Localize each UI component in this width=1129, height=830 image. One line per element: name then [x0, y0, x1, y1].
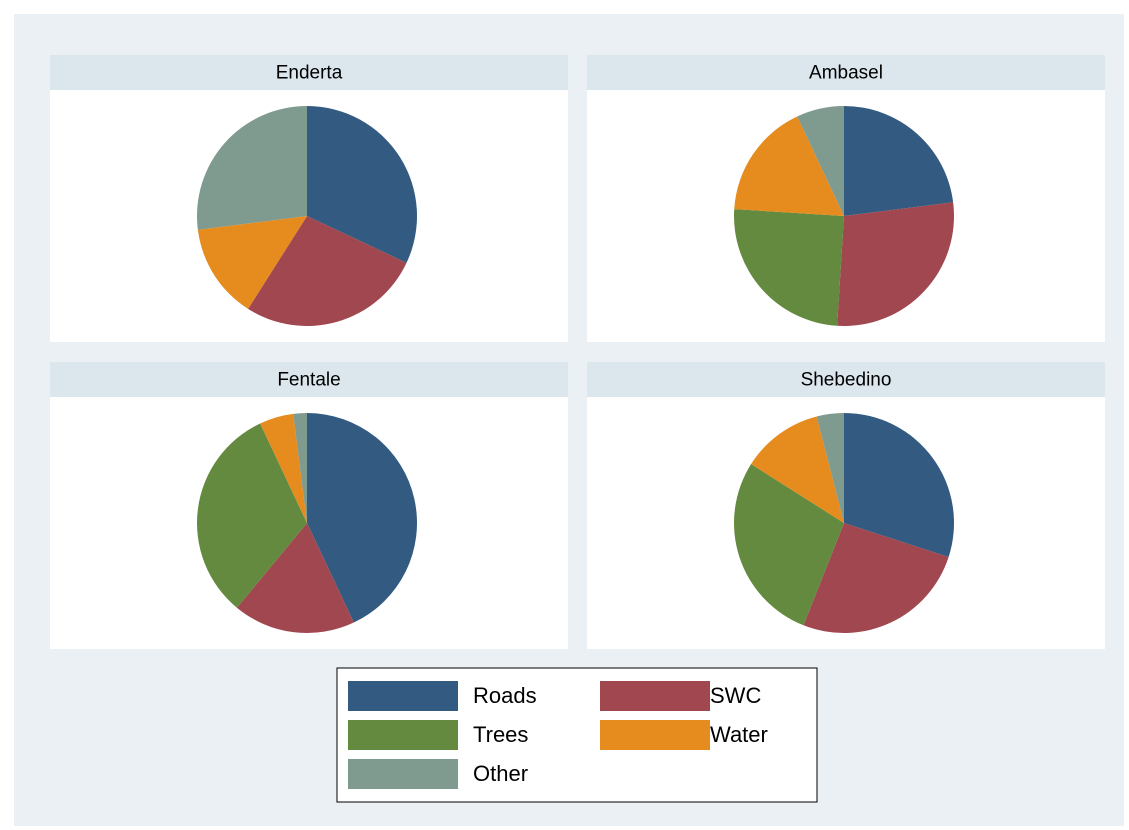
- panel-header: [587, 362, 1105, 397]
- panel-header: [587, 55, 1105, 90]
- pie-slice: [307, 106, 417, 263]
- pie-slice: [307, 413, 418, 623]
- pie-slice: [196, 423, 307, 608]
- pie-slice: [293, 413, 307, 523]
- pie-slice: [837, 202, 954, 326]
- legend-swatch: [348, 720, 458, 750]
- panel-title: Fentale: [277, 370, 340, 391]
- legend-swatch: [600, 720, 710, 750]
- legend-label: Water: [710, 722, 768, 747]
- legend-swatch: [348, 759, 458, 789]
- legend-swatch: [600, 681, 710, 711]
- pie-slice: [197, 216, 307, 309]
- pie-slice: [751, 416, 844, 523]
- pie-slice: [197, 106, 307, 230]
- pie-slice: [797, 106, 844, 216]
- pie-slice: [803, 523, 949, 633]
- pie-slice: [844, 106, 954, 216]
- legend-label: Roads: [473, 683, 537, 708]
- panel-title: Enderta: [276, 63, 343, 84]
- pie-slice: [734, 209, 844, 326]
- legend-label: Trees: [473, 722, 528, 747]
- pie-slice: [248, 216, 407, 326]
- legend-label: Other: [473, 761, 528, 786]
- legend-swatch: [348, 681, 458, 711]
- pie-slice: [733, 464, 844, 626]
- pie-slice: [816, 413, 844, 523]
- pie-slice: [260, 413, 307, 523]
- panel-header: [50, 55, 568, 90]
- pie-slice: [734, 116, 844, 216]
- panel-title: Shebedino: [801, 370, 892, 391]
- panel-title: Ambasel: [809, 63, 883, 84]
- panel-header: [50, 362, 568, 397]
- legend-label: SWC: [710, 683, 761, 708]
- pie-slice: [236, 523, 354, 633]
- pie-slice: [844, 413, 954, 557]
